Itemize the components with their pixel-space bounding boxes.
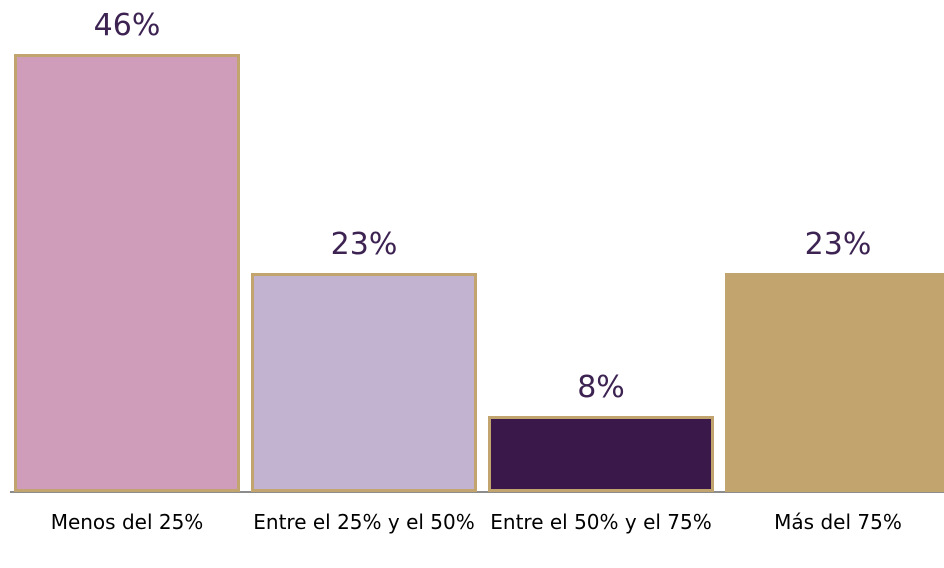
axis-line — [10, 491, 944, 493]
value-label: 46% — [93, 8, 161, 43]
bar — [14, 54, 240, 492]
bar — [251, 273, 477, 492]
category-label: Más del 75% — [774, 510, 902, 534]
category-label: Menos del 25% — [50, 510, 204, 534]
bar — [725, 273, 944, 492]
bar — [488, 415, 714, 492]
category-label: Entre el 25% y el 50% — [253, 510, 475, 534]
value-label: 23% — [330, 227, 398, 262]
category-label: Entre el 50% y el 75% — [490, 510, 712, 534]
value-label: 8% — [577, 369, 625, 405]
value-label: 23% — [804, 227, 872, 262]
